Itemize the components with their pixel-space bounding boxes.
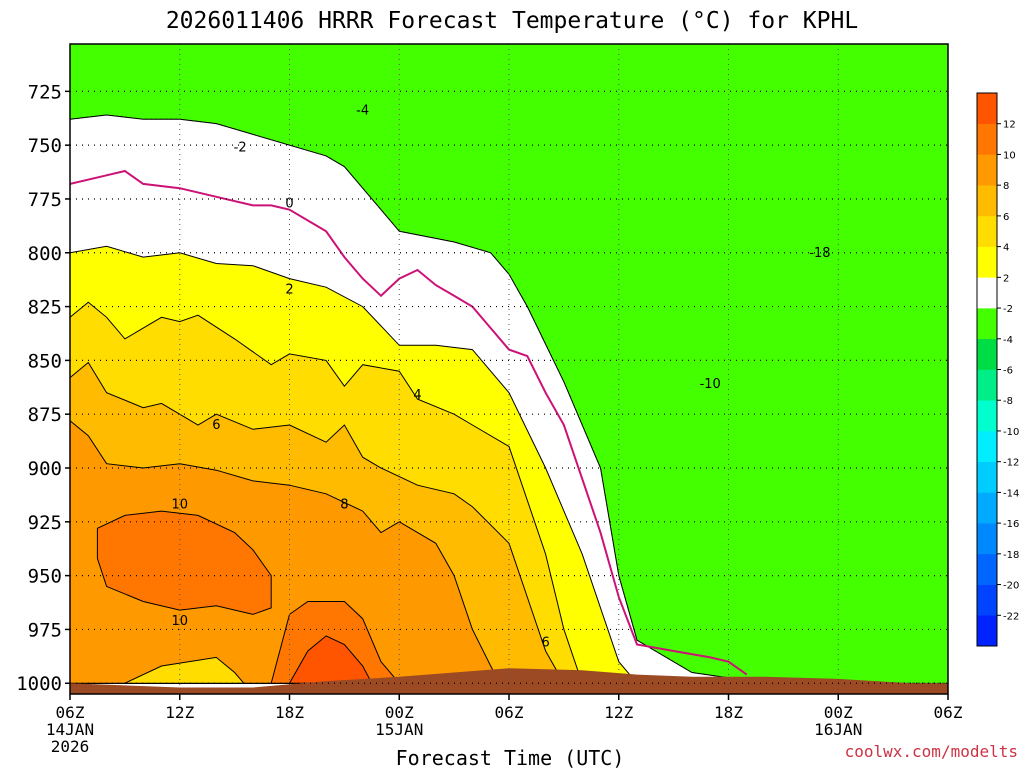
colorbar-swatch xyxy=(977,492,997,524)
temperature-band-18 xyxy=(124,656,245,684)
x-tick-label: 18Z xyxy=(275,703,304,722)
contour-label: 0 xyxy=(285,196,293,211)
y-tick-label: 950 xyxy=(28,566,62,588)
contour-label: 2 xyxy=(285,282,293,297)
colorbar-tick-label: -6 xyxy=(1003,366,1013,377)
contour-label: -4 xyxy=(356,104,369,119)
colorbar-tick-label: -4 xyxy=(1003,335,1013,346)
colorbar-swatch xyxy=(977,430,997,462)
contour-label: -2 xyxy=(234,140,247,155)
colorbar-tick-label: 12 xyxy=(1003,120,1016,131)
y-tick-label: 775 xyxy=(28,189,62,211)
colorbar-tick-label: 6 xyxy=(1003,212,1009,223)
colorbar-swatch xyxy=(977,215,997,247)
colorbar-tick-label: -12 xyxy=(1003,458,1019,469)
x-tick-label: 00Z xyxy=(824,703,853,722)
colorbar-tick-label: -16 xyxy=(1003,519,1019,530)
y-tick-label: 925 xyxy=(28,512,62,534)
temperature-band-15 xyxy=(96,510,272,615)
contour-label: 6 xyxy=(212,418,220,433)
x-axis-label: Forecast Time (UTC) xyxy=(396,746,625,768)
colorbar-swatch xyxy=(977,461,997,493)
x-tick-label: 06Z xyxy=(934,703,963,722)
colorbar-swatch xyxy=(977,308,997,340)
contour-label: -18 xyxy=(809,246,830,261)
colorbar-swatch xyxy=(977,400,997,432)
contour-label: 6 xyxy=(541,635,549,650)
x-tick-label: 12Z xyxy=(165,703,194,722)
x-tick-label: 06Z xyxy=(56,703,85,722)
colorbar-swatch xyxy=(977,185,997,217)
y-tick-label: 900 xyxy=(28,458,62,480)
colorbar-swatch xyxy=(977,553,997,585)
y-tick-label: 875 xyxy=(28,404,62,426)
colorbar-tick-label: -14 xyxy=(1003,488,1019,499)
colorbar-swatch xyxy=(977,123,997,155)
colorbar-tick-label: -18 xyxy=(1003,550,1019,561)
x-tick-date: 16JAN xyxy=(814,720,862,739)
colorbar-swatch xyxy=(977,154,997,186)
x-tick-label: 00Z xyxy=(385,703,414,722)
colorbar-tick-label: 2 xyxy=(1003,273,1009,284)
colorbar-tick-label: -20 xyxy=(1003,581,1019,592)
colorbar-swatch xyxy=(977,615,997,647)
colorbar-swatch xyxy=(977,369,997,401)
colorbar-swatch xyxy=(977,277,997,309)
chart-title: 2026011406 HRRR Forecast Temperature (°C… xyxy=(166,8,858,34)
y-tick-label: 750 xyxy=(28,135,62,157)
temperature-band-14 xyxy=(70,420,501,684)
y-tick-label: 1000 xyxy=(16,673,62,695)
y-tick-label: 850 xyxy=(28,350,62,372)
colorbar-swatch xyxy=(977,584,997,616)
contour-label: 4 xyxy=(413,388,421,403)
grid-lines xyxy=(70,44,948,694)
y-tick-label: 975 xyxy=(28,619,62,641)
contour-label: 10 xyxy=(171,498,188,513)
y-axis: 725 750 775 800 825 850 875 900 925 950 975 1000 xyxy=(16,81,70,695)
x-tick-label: 12Z xyxy=(604,703,633,722)
zero-degree-contour xyxy=(70,169,748,676)
colorbar-tick-label: -2 xyxy=(1003,304,1013,315)
x-tick-date: 15JAN xyxy=(375,720,423,739)
y-tick-label: 825 xyxy=(28,297,62,319)
colorbar-tick-label: -22 xyxy=(1003,611,1019,622)
x-tick-year: 2026 xyxy=(51,737,90,756)
colorbar-swatch xyxy=(977,93,997,125)
y-tick-label: 800 xyxy=(28,243,62,265)
colorbar-swatch xyxy=(977,523,997,555)
x-tick-label: 18Z xyxy=(714,703,743,722)
contour-label: -10 xyxy=(700,377,721,392)
colorbar-tick-label: -10 xyxy=(1003,427,1019,438)
colorbar-swatch xyxy=(977,246,997,278)
x-tick-date: 14JAN xyxy=(46,720,94,739)
surface-terrain xyxy=(70,668,948,694)
contour-label: 8 xyxy=(340,498,348,513)
contour-label: 10 xyxy=(171,614,188,629)
y-tick-label: 725 xyxy=(28,81,62,103)
x-tick-label: 06Z xyxy=(495,703,524,722)
plot-area: -4 -2 0 2 4 6 10 8 10 6 -18 -10 xyxy=(69,43,949,695)
colorbar-swatch xyxy=(977,338,997,370)
credit-text: coolwx.com/modelts xyxy=(845,742,1018,761)
colorbar-tick-label: 10 xyxy=(1003,150,1016,161)
colorbar-tick-label: 8 xyxy=(1003,181,1009,192)
colorbar-tick-label: -8 xyxy=(1003,396,1013,407)
colorbar-tick-label: 4 xyxy=(1003,243,1009,254)
